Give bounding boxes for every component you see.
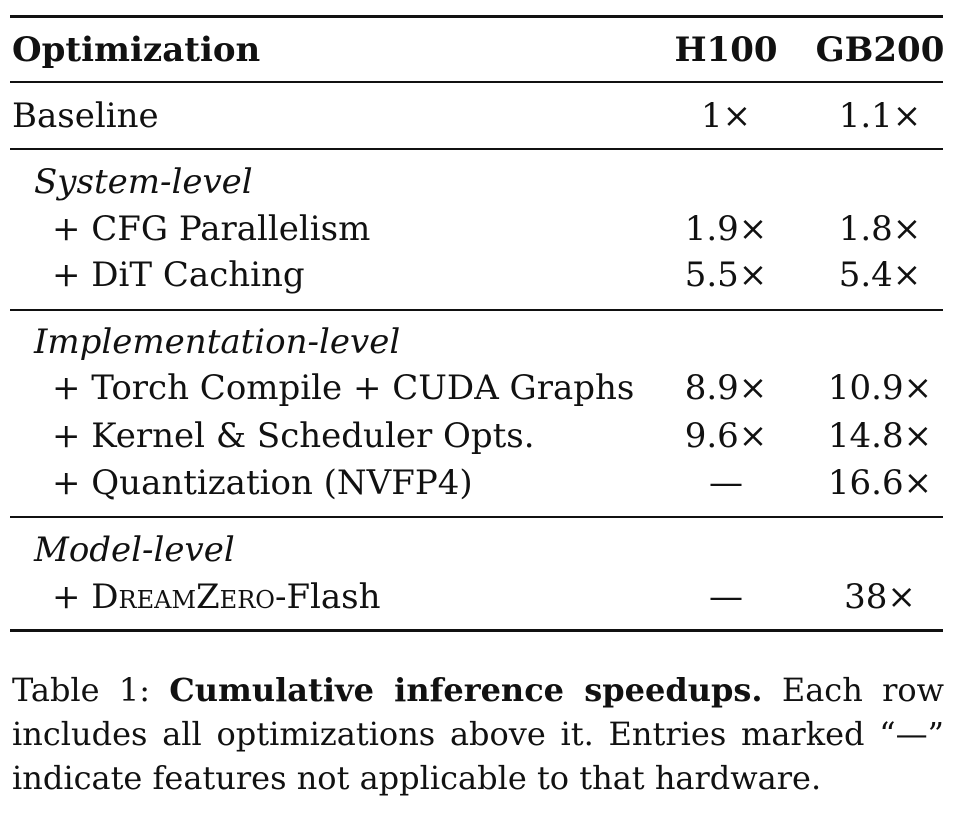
bottom-rule: [10, 629, 943, 632]
section-title: Model-level: [34, 530, 235, 570]
table-caption: Table 1: Cumulative inference speedups. …: [12, 668, 944, 800]
row-label: + Quantization (NVFP4): [52, 463, 473, 503]
row-gb200: 16.6×: [827, 463, 933, 503]
row-h100: —: [709, 463, 743, 503]
row-label-suffix: -Flash: [274, 577, 381, 617]
row-gb200: 14.8×: [827, 416, 933, 456]
row-h100: 9.6×: [684, 416, 768, 456]
row-h100: 1×: [700, 96, 752, 136]
row-label: Baseline: [12, 96, 159, 136]
section-rule: [10, 516, 943, 518]
row-gb200: 10.9×: [827, 368, 933, 408]
model-name: DreamZero: [91, 577, 275, 617]
row-h100: —: [709, 577, 743, 617]
caption-lead: Table 1:: [12, 671, 170, 709]
caption-rest: Each row includes all optimizations abov…: [12, 671, 945, 797]
row-gb200: 1.1×: [838, 96, 922, 136]
row-h100: 1.9×: [684, 209, 768, 249]
table-row: + DiT Caching 5.5× 5.4×: [0, 251, 960, 299]
section-title: System-level: [34, 162, 253, 202]
section-title-row: System-level: [0, 158, 960, 206]
section-rule: [10, 309, 943, 311]
row-gb200: 38×: [844, 577, 916, 617]
row-h100: 8.9×: [684, 368, 768, 408]
table-row: + CFG Parallelism 1.9× 1.8×: [0, 205, 960, 253]
section-title-row: Model-level: [0, 526, 960, 574]
table-row: + DreamZero-Flash — 38×: [0, 573, 960, 621]
row-label: + DreamZero-Flash: [52, 573, 381, 621]
table-row: Baseline 1× 1.1×: [0, 92, 960, 140]
row-label-prefix: +: [52, 577, 92, 617]
section-rule: [10, 148, 943, 150]
row-gb200: 1.8×: [838, 209, 922, 249]
row-label: + Torch Compile + CUDA Graphs: [52, 368, 635, 408]
top-rule: [10, 15, 943, 18]
caption-bold: Cumulative inference speedups.: [169, 671, 763, 709]
table-header-row: Optimization H100 GB200: [0, 26, 960, 74]
header-optimization: Optimization: [12, 30, 261, 70]
header-rule: [10, 81, 943, 83]
section-title-row: Implementation-level: [0, 318, 960, 366]
table-row: + Quantization (NVFP4) — 16.6×: [0, 459, 960, 507]
row-label: + CFG Parallelism: [52, 209, 371, 249]
header-h100: H100: [674, 30, 778, 70]
row-h100: 5.5×: [684, 255, 768, 295]
row-gb200: 5.4×: [838, 255, 922, 295]
table-row: + Kernel & Scheduler Opts. 9.6× 14.8×: [0, 412, 960, 460]
table-row: + Torch Compile + CUDA Graphs 8.9× 10.9×: [0, 364, 960, 412]
header-gb200: GB200: [815, 30, 945, 70]
row-label: + Kernel & Scheduler Opts.: [52, 416, 535, 456]
row-label: + DiT Caching: [52, 255, 305, 295]
section-title: Implementation-level: [34, 322, 401, 362]
